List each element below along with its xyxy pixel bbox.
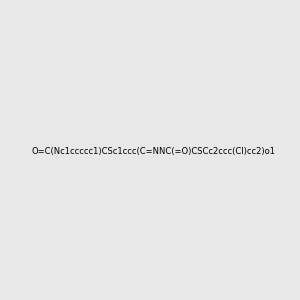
Text: O=C(Nc1ccccc1)CSc1ccc(C=NNC(=O)CSCc2ccc(Cl)cc2)o1: O=C(Nc1ccccc1)CSc1ccc(C=NNC(=O)CSCc2ccc(… <box>32 147 276 156</box>
